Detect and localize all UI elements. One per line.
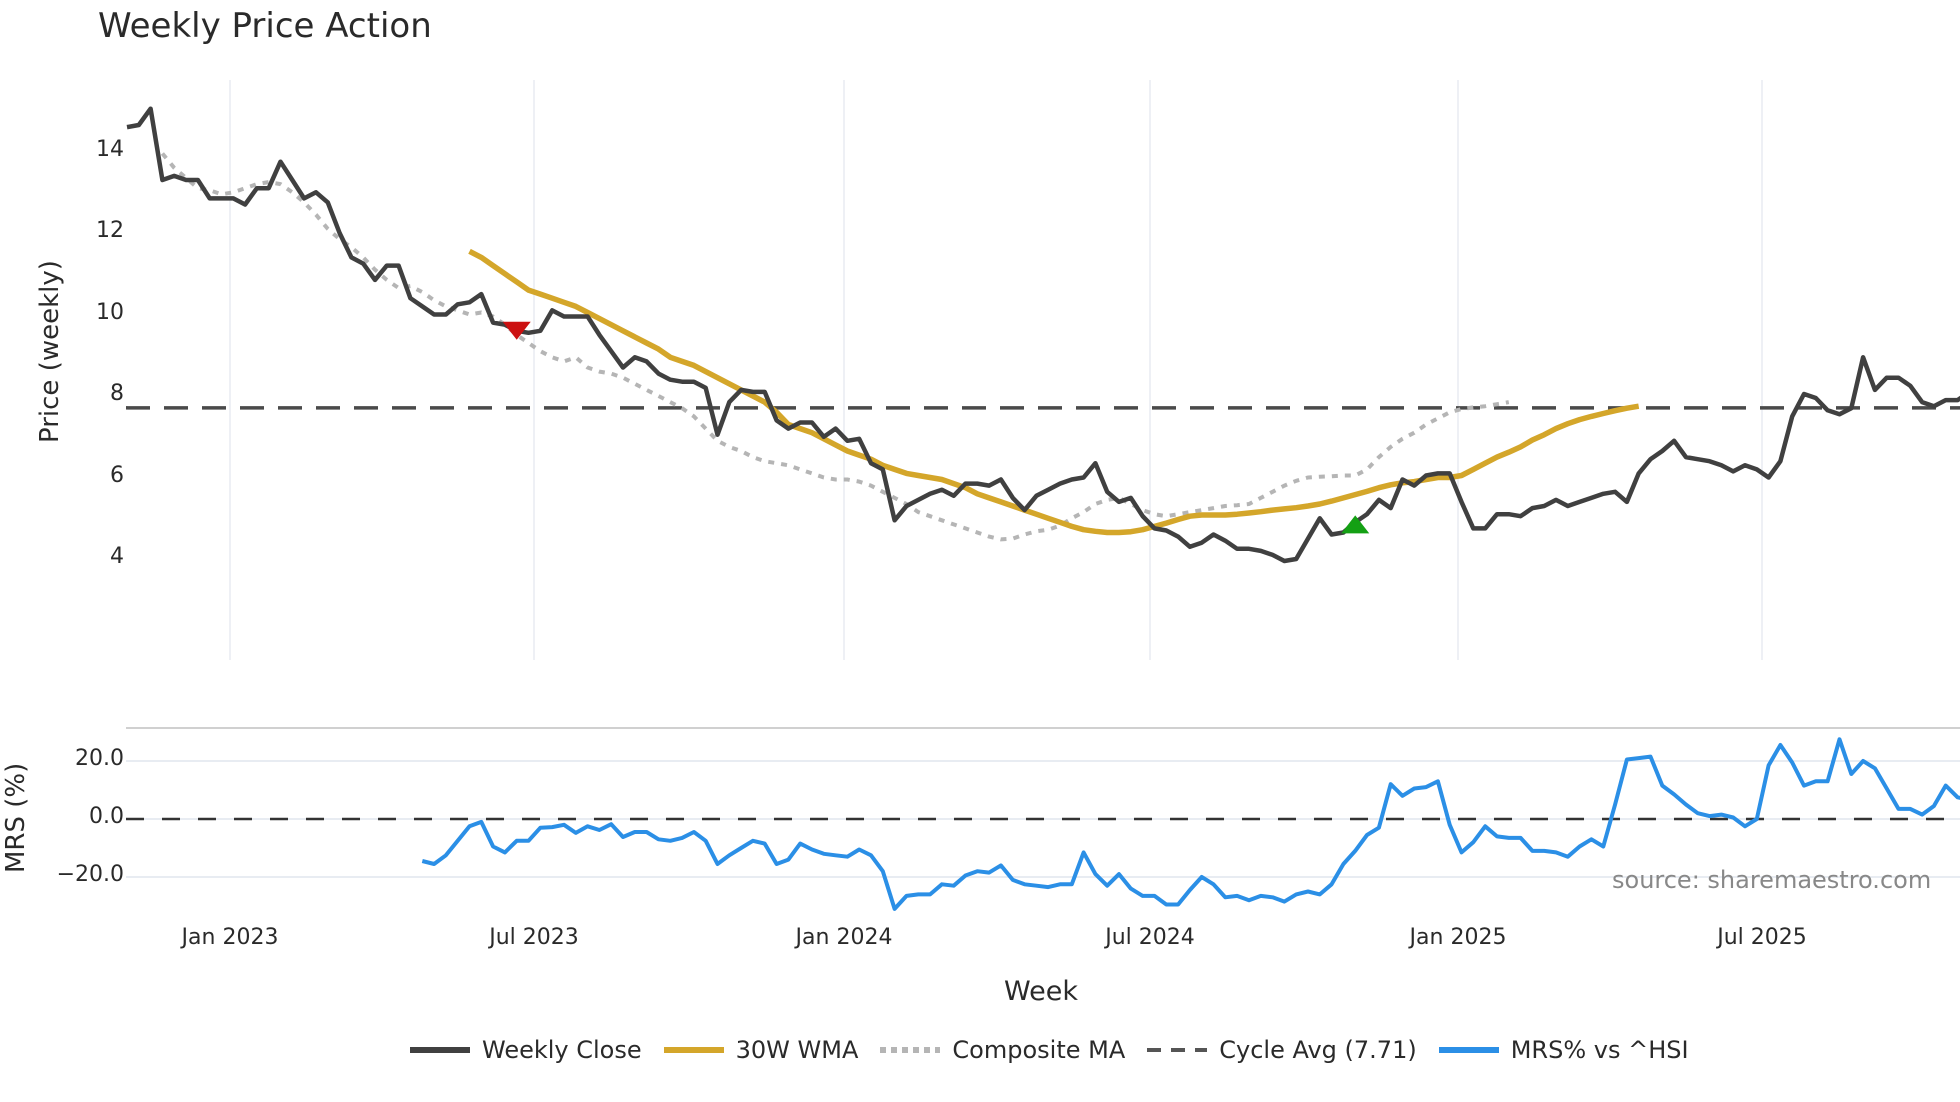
price-tick-label: 12 <box>96 218 124 243</box>
legend-item[interactable]: Cycle Avg (7.71) <box>1147 1036 1417 1064</box>
buy-signal-marker[interactable] <box>1341 515 1370 534</box>
legend-label: Weekly Close <box>482 1036 642 1064</box>
price-tick-label: 8 <box>110 381 124 406</box>
mrs-tick-label: −20.0 <box>56 862 124 887</box>
sell-signal-marker[interactable] <box>502 321 531 340</box>
price-tick-label: 10 <box>96 299 124 325</box>
price-tick-label: 14 <box>96 136 124 162</box>
x-tick-label: Jul 2025 <box>1717 925 1807 950</box>
x-tick-label: Jan 2025 <box>1409 925 1507 950</box>
chart-title: Weekly Price Action <box>98 6 432 46</box>
x-tick-label: Jul 2023 <box>489 925 579 950</box>
legend-label: Composite MA <box>952 1036 1126 1064</box>
mrs-line <box>421 737 1960 911</box>
legend-item[interactable]: 30W WMA <box>663 1036 859 1064</box>
x-axis-label: Week <box>1004 976 1078 1007</box>
chart-legend: Weekly Close 30W WMA Composite MA Cycle Avg… <box>410 1036 1711 1064</box>
x-tick-label: Jan 2024 <box>795 925 893 950</box>
composite-ma-line <box>160 152 1510 542</box>
x-tick-label: Jul 2024 <box>1105 925 1195 950</box>
legend-swatch-icon <box>1147 1047 1208 1053</box>
legend-item[interactable]: Composite MA <box>880 1036 1125 1064</box>
wma-30w-line <box>468 248 1640 536</box>
mrs-tick-label: 20.0 <box>75 746 124 771</box>
legend-item[interactable]: Weekly Close <box>410 1036 642 1064</box>
price-tick-label: 6 <box>110 462 124 488</box>
legend-label: MRS% vs ^HSI <box>1510 1036 1689 1064</box>
x-tick-label: Jan 2023 <box>181 925 279 950</box>
mrs-tick-label: 0.0 <box>89 804 124 829</box>
legend-swatch-icon <box>880 1047 941 1053</box>
source-watermark: source: sharemaestro.com <box>1612 866 1932 894</box>
legend-item[interactable]: MRS% vs ^HSI <box>1438 1036 1689 1064</box>
legend-swatch-icon <box>663 1047 724 1053</box>
legend-swatch-icon <box>410 1047 470 1053</box>
legend-label: 30W WMA <box>735 1036 859 1064</box>
price-tick-label: 4 <box>110 544 124 569</box>
legend-swatch-icon <box>1438 1047 1499 1053</box>
legend-label: Cycle Avg (7.71) <box>1219 1036 1417 1064</box>
weekly-close-line <box>126 106 1960 564</box>
